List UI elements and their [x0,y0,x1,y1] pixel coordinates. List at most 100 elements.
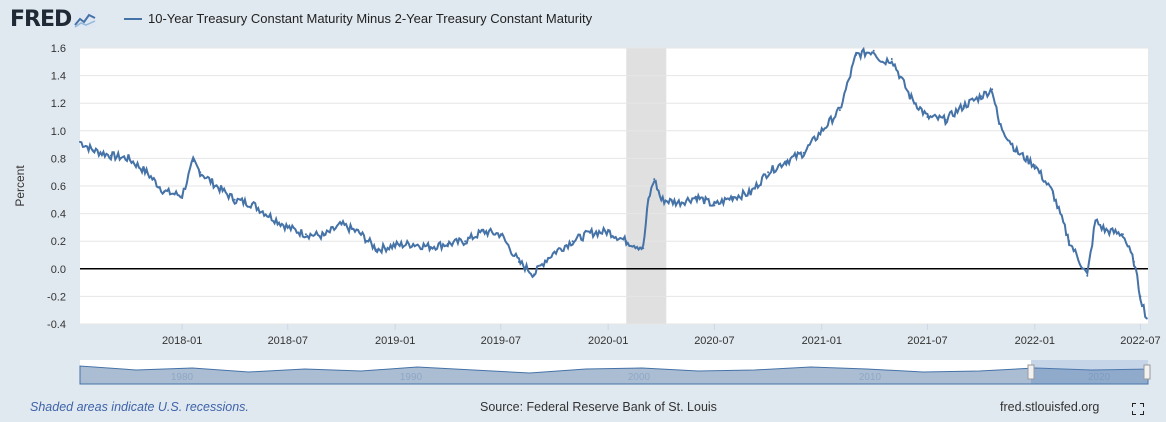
data-point [286,226,289,229]
navigator-label: 2020 [1088,372,1111,383]
data-point [269,215,272,218]
data-point [145,171,148,174]
x-tick-label: 2021-01 [802,335,842,347]
data-point [553,251,556,254]
data-point [428,245,431,248]
data-point [412,242,415,245]
data-point [533,273,536,276]
data-point [607,230,610,233]
data-point [1103,229,1106,232]
navigator-handle-right[interactable] [1143,364,1151,380]
data-point [872,49,875,52]
data-point [991,88,994,91]
data-point [677,201,680,204]
x-tick-label: 2018-07 [268,335,308,347]
data-point [192,160,195,163]
legend: 10-Year Treasury Constant Maturity Minus… [124,11,592,26]
data-point [625,240,628,243]
data-point [890,58,893,61]
y-tick-label: 0.8 [51,153,66,165]
navigator-label: 2010 [859,372,882,383]
y-axis-label: Percent [13,165,27,207]
data-point [908,95,911,98]
data-point [181,194,184,197]
y-tick-label: 1.4 [51,71,66,83]
data-point [1121,233,1124,236]
data-point [660,198,663,201]
y-tick-label: 0.0 [51,264,66,276]
data-point [980,95,983,98]
y-tick-label: 0.2 [51,236,66,248]
x-tick-label: 2019-01 [375,335,415,347]
data-point [713,204,716,207]
data-point [1015,150,1018,153]
data-point [1068,240,1071,243]
data-point [589,231,592,234]
logo-text: FRED [10,6,72,32]
y-tick-label: -0.4 [47,319,66,331]
data-point [642,247,645,250]
series-title: 10-Year Treasury Constant Maturity Minus… [148,11,593,26]
navigator-handle-left[interactable] [1027,364,1035,380]
data-point [820,129,823,132]
navigator-label: 2000 [628,372,651,383]
data-point [1145,317,1148,320]
data-point [855,53,858,56]
y-tick-label: -0.2 [47,291,66,303]
data-point [881,60,884,63]
data-point [998,122,1001,125]
navigator-selection[interactable] [1031,360,1148,384]
data-point [1132,260,1135,263]
data-point [653,178,656,181]
data-point [199,171,202,174]
series-line[interactable] [79,46,1148,320]
data-point [1051,191,1054,194]
data-point [647,198,650,201]
y-tick-label: 0.4 [51,209,66,221]
data-point [571,240,574,243]
x-tick-label: 2022-01 [1015,335,1055,347]
data-point [340,223,343,226]
data-point [358,231,361,234]
fred-logo[interactable]: FRED [10,6,97,32]
data-point [1139,295,1142,298]
x-tick-label: 2021-07 [907,335,947,347]
data-point [109,154,112,157]
data-point [215,185,218,187]
data-point [322,234,325,237]
y-tick-label: 1.0 [51,126,66,138]
data-point [785,160,788,163]
fred-chart-icon [74,10,97,28]
data-point [464,240,467,243]
y-tick-label: 1.6 [51,43,66,55]
x-tick-label: 2022-07 [1120,335,1160,347]
data-point [1033,164,1036,167]
x-tick-label: 2019-07 [481,335,521,347]
y-tick-label: 1.2 [51,98,66,110]
source-text: Source: Federal Reserve Bank of St. Loui… [480,400,717,414]
recession-note: Shaded areas indicate U.S. recessions. [30,400,249,414]
legend-line-marker [124,17,142,20]
data-point [79,140,81,143]
data-point [926,116,929,118]
navigator-label: 1990 [400,372,423,383]
data-point [233,198,236,201]
chart: -0.4 -0.2 0.0 0.2 0.4 0.6 0.8 1.0 1.2 1.4 1.6 2018… [13,43,1161,385]
navigator-label: 1980 [171,372,194,383]
data-point [127,157,130,160]
fullscreen-icon[interactable] [1132,403,1144,415]
data-point [251,202,254,205]
data-point [695,196,698,199]
data-point [394,244,397,247]
data-point [376,248,379,251]
data-point [446,242,449,245]
data-point [499,233,502,236]
data-point [838,109,841,112]
site-link[interactable]: fred.stlouisfed.org [1000,400,1100,414]
data-point [802,151,805,154]
navigator-series-area [79,365,1149,385]
data-point [91,149,94,152]
data-point [1086,274,1089,277]
navigator[interactable]: 1980 1990 2000 2010 2020 [79,360,1151,385]
data-point [544,259,547,262]
